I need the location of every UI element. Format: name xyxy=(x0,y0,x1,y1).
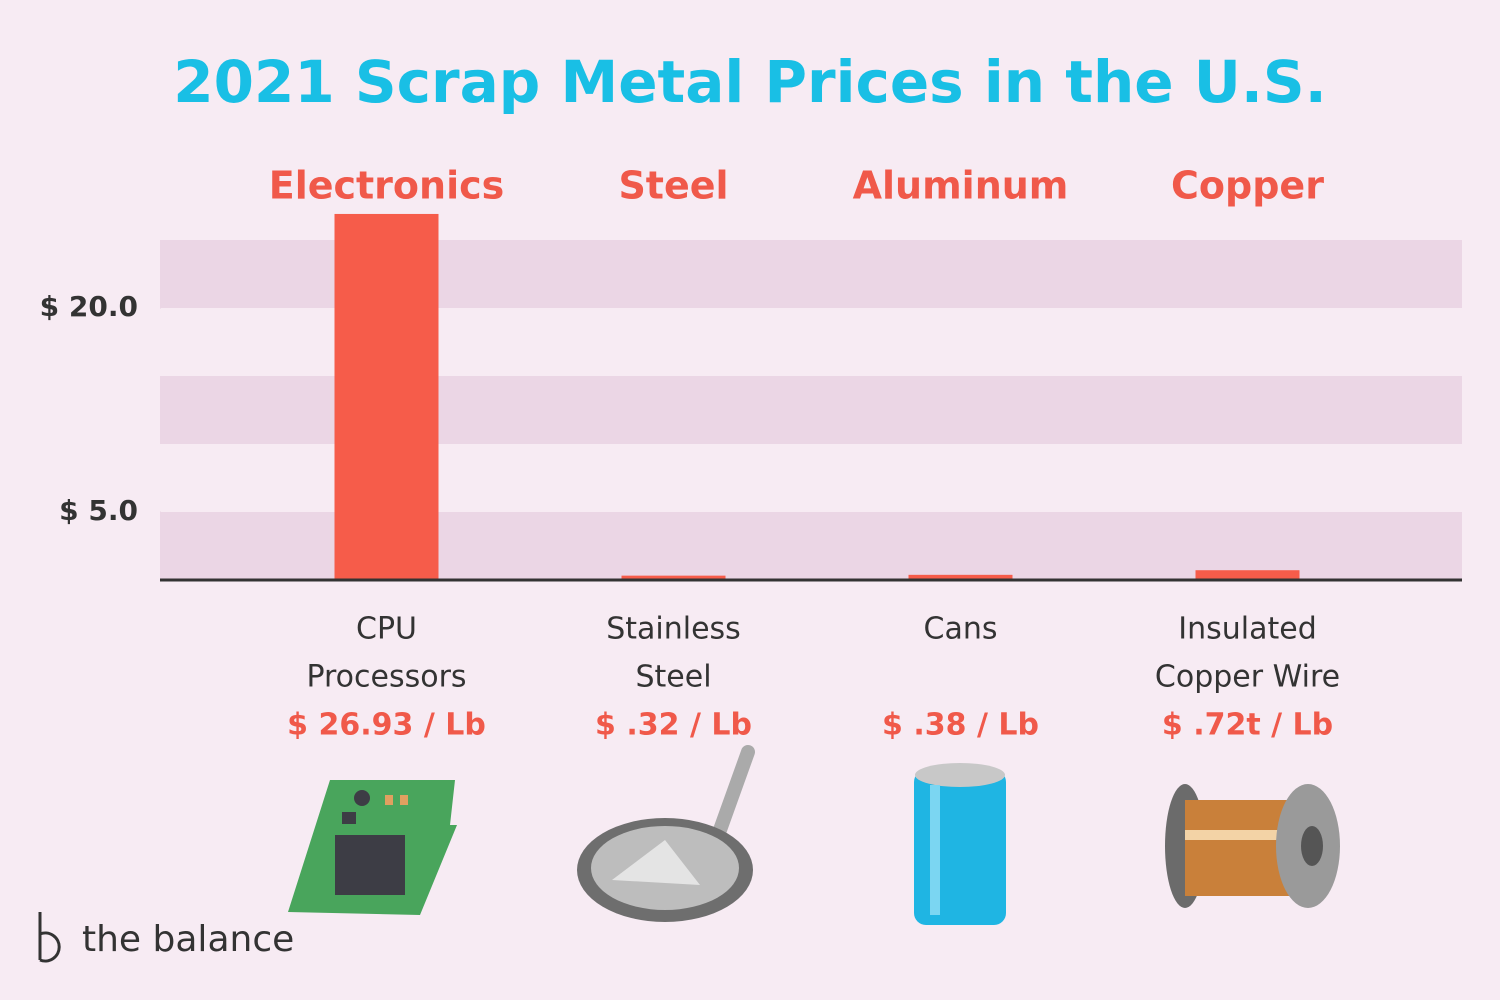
value-label: $ .32 / Lb xyxy=(595,708,752,743)
x-tick-label: Cans xyxy=(924,612,998,647)
can-icon xyxy=(914,763,1006,925)
x-tick-label: CPU xyxy=(356,612,417,647)
value-label: $ 26.93 / Lb xyxy=(287,708,486,743)
wire-spool-icon xyxy=(1165,784,1340,908)
x-tick-label: Steel xyxy=(635,660,711,695)
value-label: $ .38 / Lb xyxy=(882,708,1039,743)
value-label: $ .72t / Lb xyxy=(1162,708,1333,743)
bar xyxy=(334,213,439,580)
group-label: Electronics xyxy=(269,164,505,208)
group-label: Aluminum xyxy=(853,164,1069,208)
circuit-board-icon xyxy=(288,780,457,915)
chart-title: 2021 Scrap Metal Prices in the U.S. xyxy=(173,48,1327,116)
bar xyxy=(908,574,1013,580)
logo: the balance xyxy=(82,919,294,960)
group-label: Steel xyxy=(618,164,728,208)
x-tick-label: Insulated xyxy=(1178,612,1317,647)
x-tick-label: Processors xyxy=(306,660,466,695)
logo-mark xyxy=(38,912,61,963)
y-tick-label: $ 20.0 xyxy=(40,290,138,323)
bar xyxy=(621,575,726,580)
bar xyxy=(1195,570,1300,580)
x-tick-label: Copper Wire xyxy=(1155,660,1340,695)
group-label: Copper xyxy=(1171,164,1324,208)
x-tick-label: Stainless xyxy=(606,612,741,647)
y-tick-label: $ 5.0 xyxy=(59,494,138,527)
pan-icon xyxy=(577,745,755,922)
